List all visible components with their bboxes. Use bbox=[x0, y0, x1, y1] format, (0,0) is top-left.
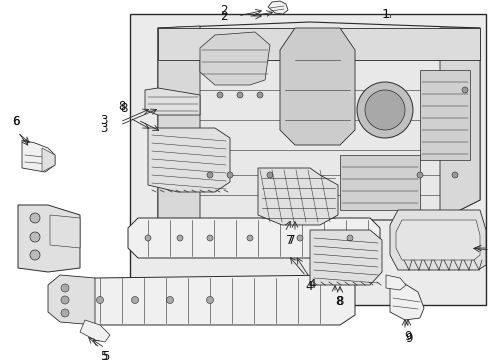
Circle shape bbox=[461, 87, 467, 93]
Text: 4: 4 bbox=[307, 278, 315, 291]
Polygon shape bbox=[22, 140, 55, 172]
Circle shape bbox=[61, 309, 69, 317]
Circle shape bbox=[356, 82, 412, 138]
Circle shape bbox=[266, 172, 272, 178]
Polygon shape bbox=[158, 26, 200, 220]
Polygon shape bbox=[158, 22, 479, 220]
Text: 6: 6 bbox=[12, 115, 20, 128]
Polygon shape bbox=[158, 28, 479, 60]
Polygon shape bbox=[280, 28, 354, 145]
Polygon shape bbox=[18, 205, 80, 272]
Polygon shape bbox=[200, 32, 269, 85]
Text: 9: 9 bbox=[403, 330, 411, 343]
Circle shape bbox=[296, 235, 303, 241]
Circle shape bbox=[166, 297, 173, 303]
Polygon shape bbox=[50, 215, 80, 248]
Circle shape bbox=[364, 90, 404, 130]
Text: 8: 8 bbox=[334, 295, 342, 308]
Circle shape bbox=[177, 235, 183, 241]
Circle shape bbox=[217, 92, 223, 98]
Text: 7: 7 bbox=[287, 234, 295, 247]
Polygon shape bbox=[128, 218, 379, 258]
Circle shape bbox=[30, 232, 40, 242]
Polygon shape bbox=[389, 210, 485, 270]
Text: 5: 5 bbox=[102, 350, 109, 360]
Polygon shape bbox=[439, 28, 479, 220]
Circle shape bbox=[206, 235, 213, 241]
Text: 2: 2 bbox=[220, 10, 227, 23]
Text: 4: 4 bbox=[305, 280, 312, 293]
Circle shape bbox=[257, 92, 263, 98]
Text: 8: 8 bbox=[121, 102, 128, 115]
Circle shape bbox=[145, 235, 151, 241]
Polygon shape bbox=[42, 148, 55, 172]
Text: 8: 8 bbox=[335, 295, 343, 308]
Polygon shape bbox=[80, 320, 110, 342]
Polygon shape bbox=[309, 230, 381, 285]
Circle shape bbox=[61, 296, 69, 304]
Text: 2: 2 bbox=[220, 4, 227, 18]
Circle shape bbox=[226, 172, 232, 178]
Polygon shape bbox=[389, 284, 423, 320]
Text: 3: 3 bbox=[101, 113, 108, 126]
Polygon shape bbox=[339, 155, 419, 210]
Text: 7: 7 bbox=[285, 234, 293, 247]
Circle shape bbox=[30, 250, 40, 260]
Polygon shape bbox=[148, 128, 229, 192]
Circle shape bbox=[206, 172, 213, 178]
Text: 3: 3 bbox=[101, 122, 108, 135]
Polygon shape bbox=[48, 275, 95, 325]
Text: 1: 1 bbox=[381, 8, 390, 21]
Circle shape bbox=[346, 235, 352, 241]
Bar bbox=[130, 14, 485, 305]
Polygon shape bbox=[80, 275, 354, 325]
Polygon shape bbox=[385, 275, 405, 290]
Polygon shape bbox=[145, 88, 200, 115]
Polygon shape bbox=[419, 70, 469, 160]
Circle shape bbox=[30, 213, 40, 223]
Text: 5: 5 bbox=[100, 350, 107, 360]
Circle shape bbox=[61, 284, 69, 292]
Polygon shape bbox=[258, 168, 337, 225]
Circle shape bbox=[96, 297, 103, 303]
Polygon shape bbox=[395, 220, 479, 260]
Circle shape bbox=[206, 297, 213, 303]
Text: 6: 6 bbox=[12, 115, 20, 128]
Text: 9: 9 bbox=[404, 332, 412, 345]
Circle shape bbox=[246, 235, 252, 241]
Polygon shape bbox=[267, 1, 287, 14]
Circle shape bbox=[451, 172, 457, 178]
Circle shape bbox=[416, 172, 422, 178]
Circle shape bbox=[131, 297, 138, 303]
Circle shape bbox=[237, 92, 243, 98]
Text: 8: 8 bbox=[119, 100, 126, 113]
